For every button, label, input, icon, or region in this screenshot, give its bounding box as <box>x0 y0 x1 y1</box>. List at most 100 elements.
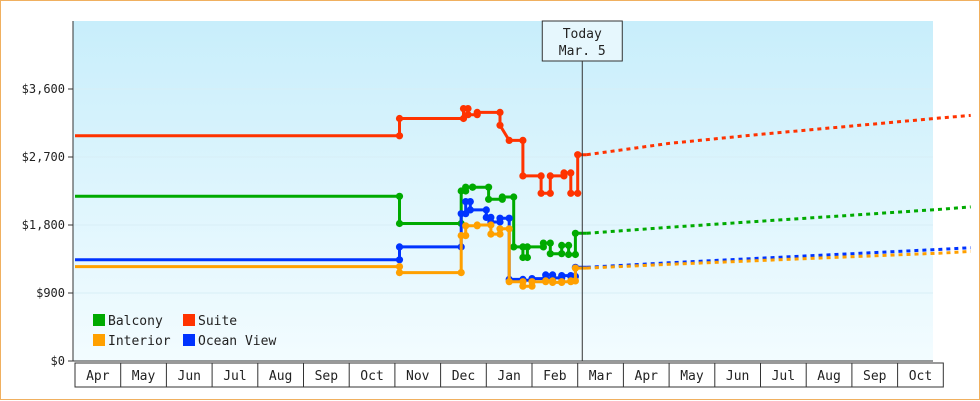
legend-swatch-ocean-view <box>183 334 195 346</box>
x-tick-label: Sep <box>315 369 339 384</box>
interior-point <box>462 222 470 230</box>
suite-point <box>473 108 481 116</box>
suite-point <box>574 189 582 197</box>
balcony-point <box>510 193 518 201</box>
x-tick-label: Aug <box>269 369 292 384</box>
legend-label-balcony: Balcony <box>108 314 163 329</box>
x-tick-label: Feb <box>543 369 567 384</box>
interior-point <box>519 282 527 290</box>
balcony-point <box>395 219 404 228</box>
y-tick-label: $900 <box>36 286 65 300</box>
ocean-view-point <box>542 271 550 279</box>
suite-point <box>574 151 582 159</box>
interior-point <box>487 221 495 229</box>
suite-point <box>519 136 527 144</box>
suite-point <box>567 189 575 197</box>
interior-point <box>395 263 404 271</box>
balcony-point <box>546 250 554 258</box>
suite-point <box>537 172 545 180</box>
ocean-view-point <box>395 256 404 264</box>
today-marker: Today Mar. 5 <box>541 20 623 361</box>
today-label-box <box>541 20 623 62</box>
x-tick-label: Nov <box>406 369 430 384</box>
x-tick-label: Oct <box>360 369 383 384</box>
interior-point <box>571 277 580 285</box>
balcony-point <box>462 183 470 191</box>
interior-point <box>462 232 470 240</box>
suite-point <box>505 136 513 144</box>
balcony-point <box>498 193 506 201</box>
ocean-view-forecast-line <box>586 246 971 269</box>
x-tick-label: Sep <box>863 369 887 384</box>
suite-point <box>567 169 575 177</box>
x-tick-label: Apr <box>86 369 110 384</box>
x-tick-label: Jun <box>726 369 749 384</box>
x-tick-label: May <box>680 369 704 384</box>
ocean-view-point <box>505 214 513 222</box>
x-tick-label: Apr <box>635 369 659 384</box>
y-tick-label: $0 <box>51 354 65 368</box>
y-tick-label: $1,800 <box>22 218 65 232</box>
x-tick-label: Mar <box>589 369 613 384</box>
legend-swatch-balcony <box>93 314 105 326</box>
x-axis-band <box>74 362 944 388</box>
suite-forecast-line <box>586 113 971 157</box>
x-tick-label: Aug <box>817 369 840 384</box>
ocean-view-point <box>466 198 474 206</box>
interior-point <box>505 225 513 233</box>
interior-forecast-line <box>586 249 971 270</box>
suite-point <box>464 105 472 113</box>
suite-point <box>537 189 545 197</box>
legend-swatch-interior <box>93 334 105 346</box>
ocean-view-point <box>482 206 490 214</box>
balcony-point <box>565 241 573 249</box>
suite-point <box>546 189 554 197</box>
x-tick-label: Jul <box>223 369 246 384</box>
ocean-view-point <box>558 272 566 280</box>
legend: Balcony Suite Interior Ocean View <box>93 314 276 349</box>
x-tick-label: Jan <box>497 369 520 384</box>
today-label: Today <box>563 27 602 42</box>
suite-point <box>496 121 504 129</box>
interior-point <box>473 221 481 229</box>
suite-point <box>395 114 404 123</box>
legend-label-suite: Suite <box>198 314 237 329</box>
x-tick-label: Dec <box>452 369 475 384</box>
legend-label-ocean-view: Ocean View <box>198 334 276 349</box>
balcony-point <box>558 250 566 258</box>
today-date: Mar. 5 <box>559 44 606 59</box>
x-tick-label: Oct <box>909 369 932 384</box>
interior-point <box>571 264 580 272</box>
interior-point <box>549 278 557 286</box>
series-suite <box>75 105 971 197</box>
suite-point <box>546 172 554 180</box>
balcony-point <box>539 239 548 247</box>
ocean-view-point <box>466 206 474 214</box>
balcony-point <box>395 192 404 200</box>
interior-point <box>505 278 513 286</box>
balcony-point <box>485 183 493 191</box>
x-tick-label: Jun <box>178 369 201 384</box>
balcony-forecast-line <box>586 205 971 235</box>
interior-point <box>558 278 566 286</box>
suite-point <box>464 111 472 119</box>
interior-point <box>487 230 495 238</box>
balcony-point <box>565 250 573 259</box>
interior-point <box>496 230 504 238</box>
balcony-point <box>469 183 477 191</box>
legend-label-interior: Interior <box>108 334 171 349</box>
ocean-view-point <box>395 243 404 251</box>
series-ocean-view <box>75 198 971 284</box>
interior-point <box>542 277 550 285</box>
balcony-point <box>558 241 566 249</box>
balcony-point <box>510 243 518 251</box>
suite-point <box>560 169 568 177</box>
y-tick-label: $2,700 <box>22 150 65 164</box>
interior-point <box>395 269 404 277</box>
balcony-point <box>523 253 532 262</box>
y-tick-label: $3,600 <box>22 82 65 96</box>
plot-area <box>73 21 933 361</box>
suite-point <box>395 132 404 140</box>
